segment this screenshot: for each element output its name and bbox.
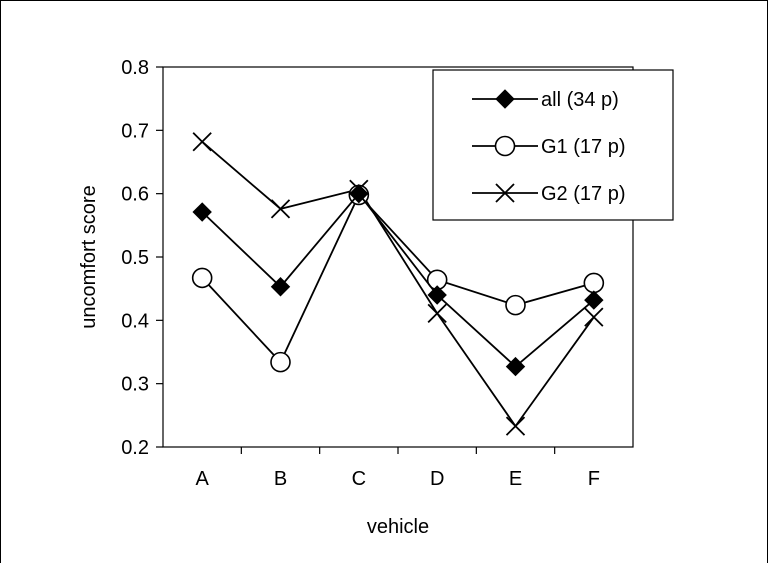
y-tick-label: 0.7 [121,120,149,142]
x-axis-ticks: A B C D E F [195,447,600,490]
series-line [201,193,595,364]
data-point [583,272,605,294]
y-tick-label: 0.4 [121,310,149,332]
series-layer [191,132,605,436]
data-point [270,351,291,373]
x-tick-label: B [274,468,287,490]
x-tick-label: F [588,468,600,490]
y-tick-label: 0.5 [121,247,149,269]
legend: all (34 p) G1 (17 p) G2 (17 p) [432,69,674,221]
series-0 [192,183,604,377]
data-point [270,199,291,219]
legend-label: G2 (17 p) [541,183,625,205]
data-point [270,277,291,297]
legend-marker [494,135,516,157]
x-tick-label: E [509,468,522,490]
legend-item: G2 (17 p) [472,183,625,205]
y-axis-ticks: 0.2 0.3 0.4 0.5 0.6 0.7 0.8 [121,57,163,459]
data-point [191,267,213,289]
legend-label: G1 (17 p) [541,136,625,158]
series-line [201,141,595,428]
y-axis-label: uncomfort score [78,185,100,328]
legend-item: G1 (17 p) [472,135,625,158]
legend-marker [495,89,515,109]
data-point [427,303,447,324]
data-point [584,307,604,327]
x-tick-label: C [352,468,366,490]
x-axis-label: vehicle [367,516,429,538]
legend-label: all (34 p) [541,89,619,111]
data-point [427,285,447,305]
data-point [192,132,212,152]
data-point [192,202,212,222]
legend-box [432,69,674,221]
data-point [505,416,526,436]
series-line [201,192,595,368]
y-tick-label: 0.2 [121,437,149,459]
data-point [349,183,369,204]
x-tick-label: D [430,468,444,490]
data-point [584,290,604,310]
x-tick-label: A [195,468,209,490]
legend-marker [495,183,515,203]
y-tick-label: 0.6 [121,184,149,206]
y-tick-label: 0.3 [121,374,149,396]
data-point [505,356,526,377]
legend-item: all (34 p) [472,89,619,111]
data-point [505,294,526,316]
y-tick-label: 0.8 [121,57,149,79]
